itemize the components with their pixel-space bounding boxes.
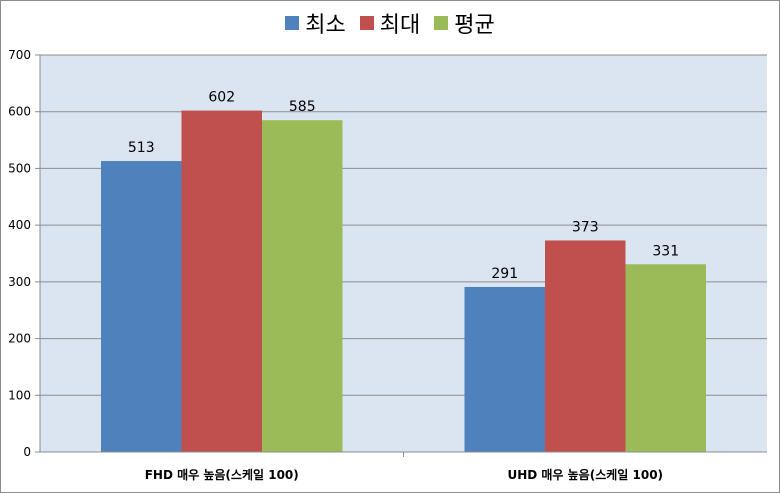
data-label: 331 [652, 243, 679, 259]
bar [181, 110, 262, 452]
y-tick-label: 0 [23, 445, 31, 459]
bar [464, 286, 545, 452]
legend-swatch-min [285, 16, 300, 30]
y-tick-label: 300 [8, 275, 31, 289]
x-tick-label: FHD 매우 높음(스케일 100) [145, 467, 299, 482]
legend-swatch-max [359, 16, 374, 30]
legend-swatch-avg [434, 16, 449, 30]
y-tick-label: 200 [8, 332, 31, 346]
data-label: 291 [491, 266, 518, 282]
bar [545, 240, 626, 452]
legend-label-avg: 평균 [454, 13, 495, 38]
data-labels: 513 602 585 291 373 331 [128, 90, 679, 282]
y-tick-label: 600 [8, 105, 31, 119]
y-tick-label: 500 [8, 161, 31, 175]
axes: 0 100 200 300 400 500 600 700 FHD 매우 높음(스케일 100)… [8, 48, 767, 482]
y-tick-label: 100 [8, 388, 31, 402]
bar [625, 264, 706, 452]
legend-label-min: 최소 [305, 13, 346, 38]
bars [101, 110, 706, 452]
bar [262, 120, 343, 452]
y-tick-label: 700 [8, 48, 31, 62]
legend-item-max: 최대 [359, 7, 421, 39]
x-tick-label: UHD 매우 높음(스케일 100) [507, 467, 663, 482]
legend: 최소 최대 평균 [0, 6, 780, 40]
data-label: 373 [572, 219, 599, 235]
legend-item-avg: 평균 [434, 7, 495, 39]
bar [101, 161, 182, 452]
data-label: 513 [128, 140, 155, 156]
legend-label-max: 최대 [379, 13, 421, 38]
legend-item-min: 최소 [285, 7, 346, 39]
data-label: 602 [208, 90, 235, 106]
y-tick-label: 400 [8, 218, 31, 232]
data-label: 585 [289, 99, 316, 115]
